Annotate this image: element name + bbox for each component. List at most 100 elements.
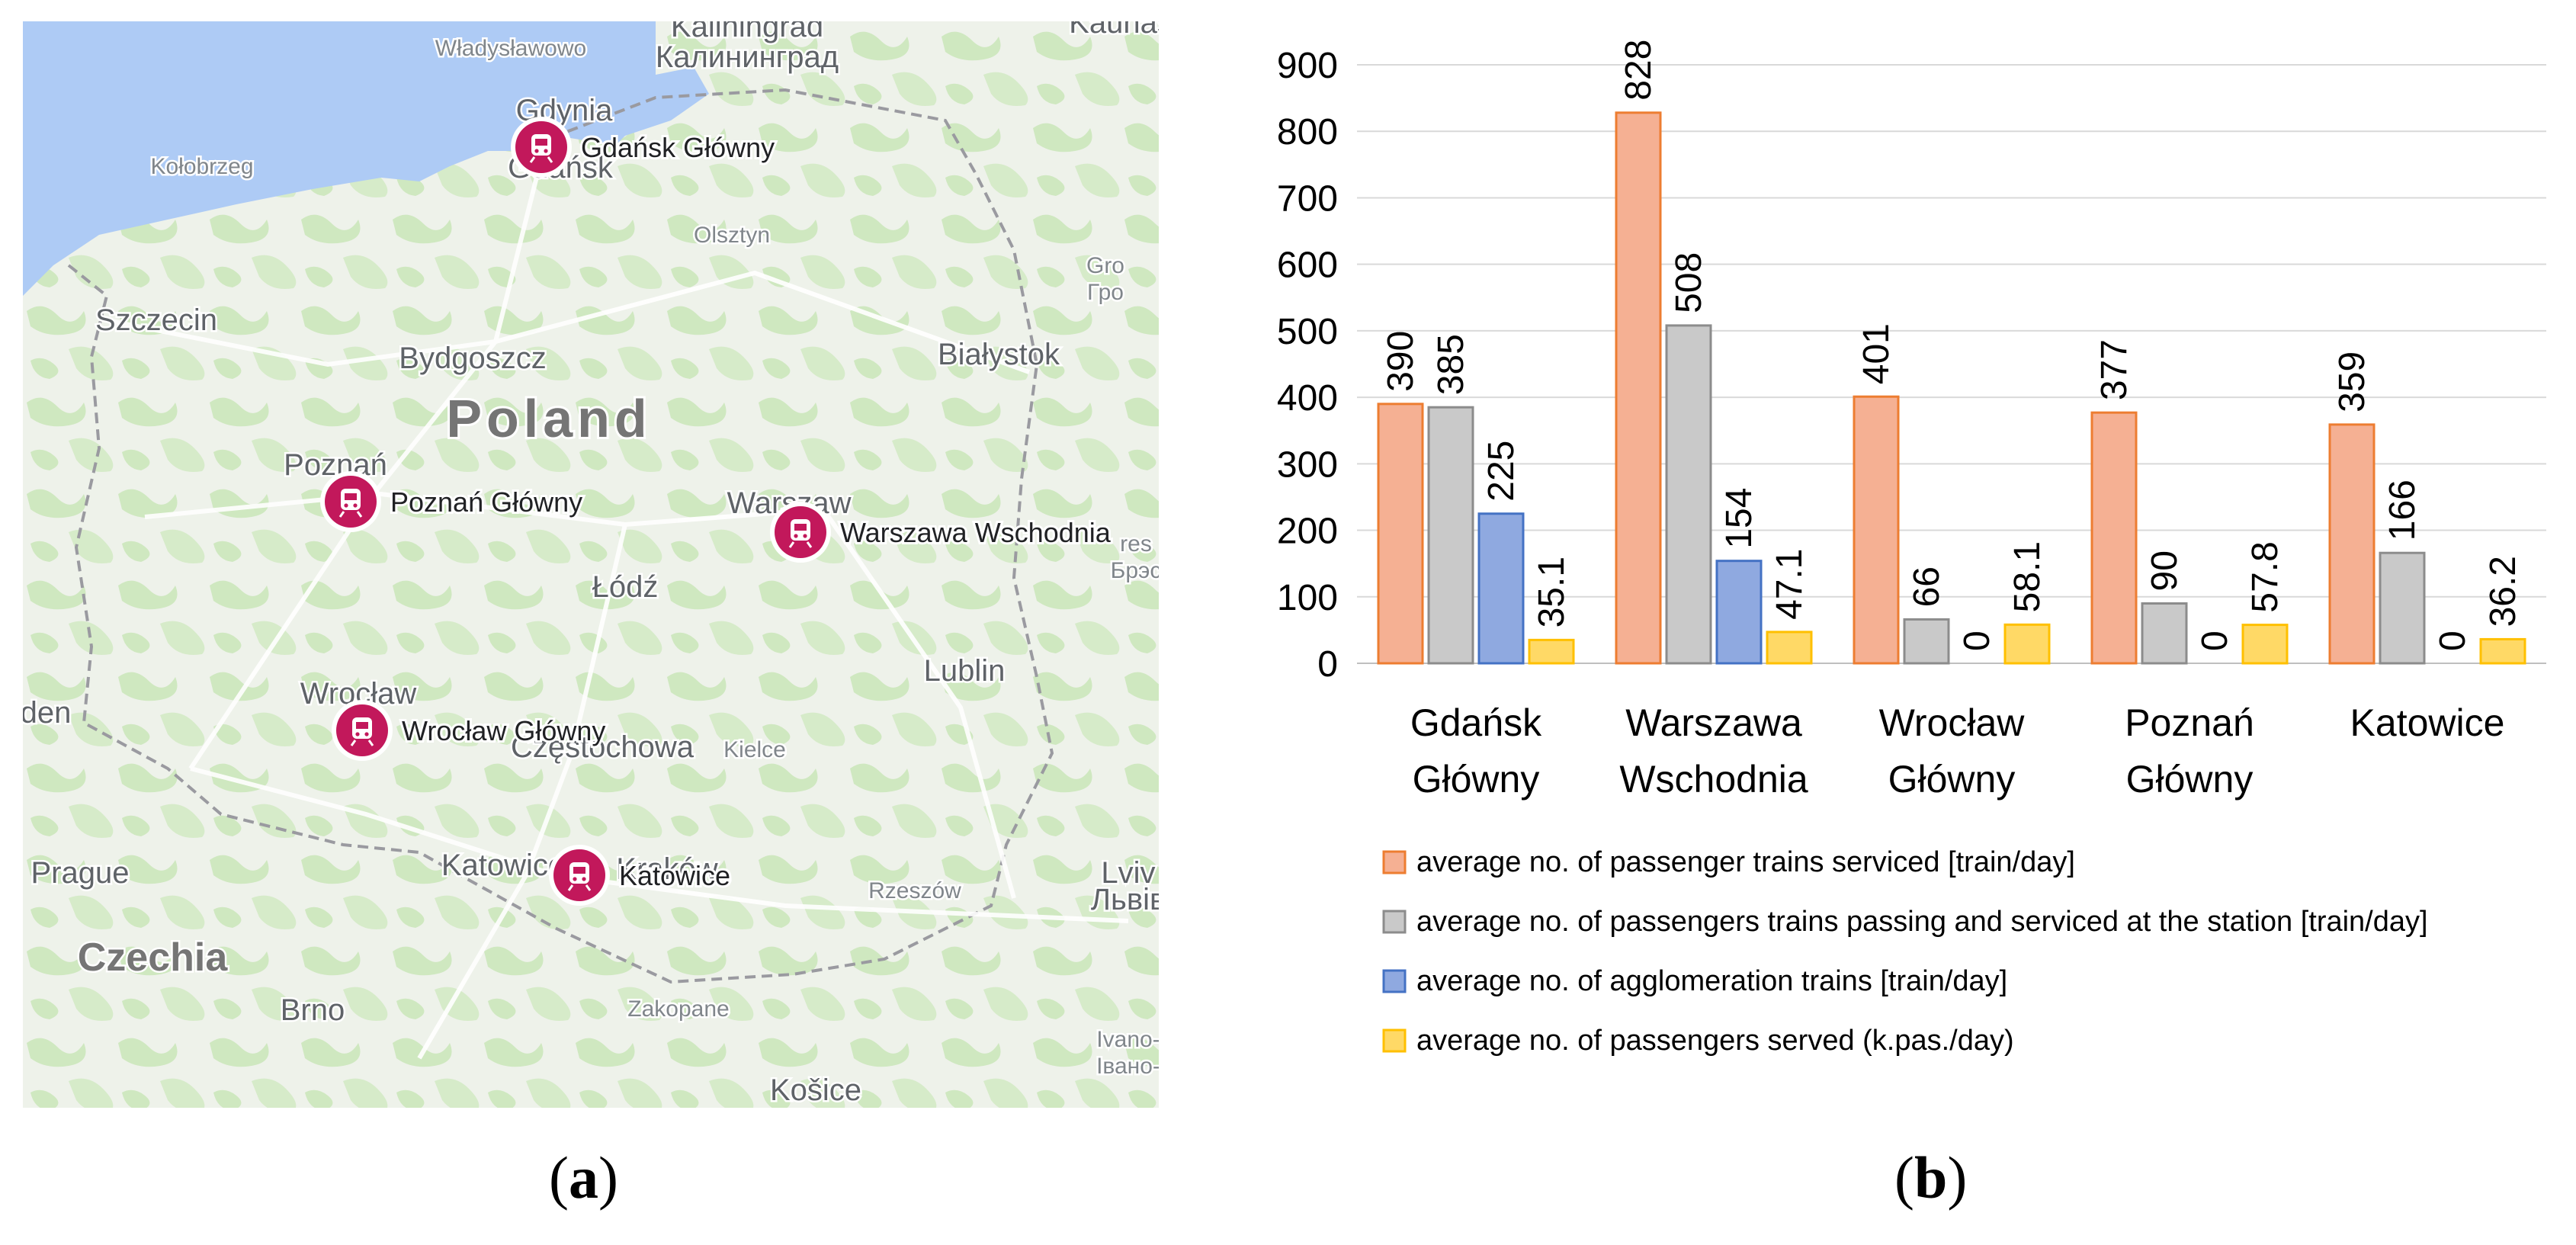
legend-swatch [1382,1028,1407,1053]
place-label-: Калининград [656,40,839,74]
data-label: 0 [2433,631,2473,651]
place-label-katowice: Katowice [441,849,565,882]
bar-katowice-series-1 [2328,423,2376,665]
data-label: 385 [1431,334,1471,395]
legend-entry-4: average no. of passengers served (k.pas.… [1382,1025,2014,1057]
station-label: Poznań Główny [390,486,582,518]
data-label: 377 [2094,339,2135,400]
country-border [67,88,1054,984]
place-label-krakow: Kraków [616,852,717,886]
place-label-brno: Brno [281,993,345,1027]
y-tick-label: 300 [1277,444,1338,485]
bar-poznan-g-owny-series-4 [2241,624,2289,665]
y-tick-label: 900 [1277,46,1338,86]
place-label-lublin: Lublin [924,654,1006,688]
bar-katowice-series-2 [2379,551,2426,665]
train-icon [788,519,813,548]
data-label: 66 [1907,566,1947,607]
station-marker-wroc-aw-g-owny[interactable]: Wrocław Główny [332,700,608,761]
data-label: 57.8 [2245,541,2286,612]
data-label: 828 [1618,40,1659,101]
place-label-: Львів [1091,883,1159,916]
place-label-bydgoszcz: Bydgoszcz [399,342,546,375]
place-label-kosice: Košice [770,1073,861,1107]
place-label-bia-ystok: Białystok [938,338,1060,371]
bar-gdansk-g-owny-series-3 [1477,512,1525,665]
station-label: Katowice [619,860,730,891]
bar-poznan-g-owny-series-2 [2141,602,2188,665]
bar-wroc-aw-g-owny-series-2 [1903,618,1950,665]
y-tick-label: 400 [1277,378,1338,419]
data-label: 359 [2332,351,2372,412]
place-label-lviv: Lviv [1101,856,1155,890]
train-icon [567,862,592,891]
data-label: 166 [2382,480,2423,541]
x-tick-label-poznan-g-owny: Poznań Główny [2125,701,2254,801]
panel-label-a: (a) [549,1144,618,1211]
station-marker-katowice[interactable]: Katowice [549,845,733,906]
bar-warszawa-wschodnia-series-2 [1665,324,1712,665]
legend-label: average no. of passengers served (k.pas.… [1416,1025,2014,1057]
data-label: 225 [1481,441,1522,502]
legend-swatch [1382,969,1407,993]
y-axis-ticks: 0 100 200 300 400 500 600 700 800 900 [1277,46,1338,685]
station-marker-warszawa-wschodnia[interactable]: Warszawa Wschodnia [770,502,1114,563]
train-icon [529,134,553,163]
station-label: Gdańsk Główny [581,132,775,163]
legend: average no. of passenger trains serviced… [1382,846,2428,1057]
station-label: Wrocław Główny [402,715,605,746]
bar-gdansk-g-owny-series-4 [1528,638,1575,665]
legend-label: average no. of agglomeration trains [tra… [1416,965,2007,997]
map-water [23,21,656,296]
bar-gdansk-g-owny-series-2 [1427,406,1474,665]
place-label-den: den [23,696,71,730]
place-label-: Івано- [1096,1054,1159,1079]
station-marker-poznan-g-owny[interactable]: Poznań Główny [320,471,585,532]
x-tick-label-katowice: Katowice [2350,701,2505,744]
place-label-: Гро [1087,280,1124,305]
country-label: Poland [446,389,651,448]
place-label-w-adys-awowo: Władysławowo [435,36,586,61]
station-markers[interactable]: Gdańsk Główny Poznań Główny Warszawa Wscho… [320,117,1114,906]
place-label-res: res [1120,531,1152,557]
place-label-gro: Gro [1086,253,1124,278]
x-axis-ticks: Gdańsk Główny Warszawa Wschodnia Wrocław Głów… [1410,701,2505,801]
place-label-kaunas: Kaunas [1069,21,1159,40]
data-label: 47.1 [1769,548,1810,619]
place-label-ivano: Ivano- [1096,1027,1159,1052]
bar-warszawa-wschodnia-series-4 [1766,631,1813,665]
bar-wroc-aw-g-owny-series-4 [2003,623,2051,665]
legend-entry-3: average no. of agglomeration trains [tra… [1382,965,2007,997]
panel-label-b: (b) [1894,1144,1968,1211]
y-tick-label: 700 [1277,178,1338,219]
bar-wroc-aw-g-owny-series-1 [1853,395,1900,665]
data-label: 0 [2195,631,2235,651]
x-tick-label-gdansk-g-owny: Gdańsk Główny [1410,701,1542,801]
data-label: 58.1 [2007,541,2048,612]
legend-entry-2: average no. of passengers trains passing… [1382,906,2428,938]
data-label: 154 [1719,488,1760,549]
place-label-: Брэс [1111,558,1159,583]
place-label-rzeszow: Rzeszów [868,878,961,903]
data-label: 508 [1669,252,1709,313]
bar-katowice-series-4 [2479,637,2526,665]
legend-label: average no. of passengers trains passing… [1416,906,2428,938]
y-tick-label: 500 [1277,312,1338,352]
y-tick-label: 200 [1277,512,1338,552]
place-label-zakopane: Zakopane [627,996,729,1022]
x-tick-label-wroc-aw-g-owny: Wrocław Główny [1879,701,2026,801]
station-marker-gdansk-g-owny[interactable]: Gdańsk Główny [511,117,777,178]
bar-poznan-g-owny-series-1 [2090,411,2138,665]
y-tick-label: 800 [1277,112,1338,152]
legend-entry-1: average no. of passenger trains serviced… [1382,846,2075,878]
place-label-kaliningrad: Kaliningrad [671,21,823,43]
place-label-szczecin: Szczecin [95,303,217,337]
place-label-olsztyn: Olsztyn [694,223,770,248]
y-tick-label: 100 [1277,578,1338,618]
train-icon [350,717,374,746]
place-label-prague: Prague [31,856,130,890]
